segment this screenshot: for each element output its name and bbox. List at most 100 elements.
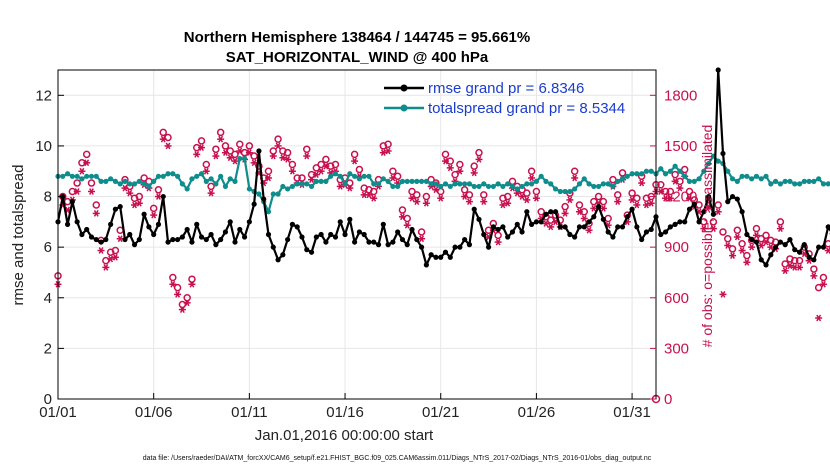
rmse-point xyxy=(787,237,792,242)
totalspread-point xyxy=(299,181,304,186)
totalspread-point xyxy=(352,174,357,179)
totalspread-point xyxy=(65,171,70,176)
rmse-point xyxy=(811,257,816,262)
totalspread-point xyxy=(610,184,615,189)
rmse-point xyxy=(285,237,290,242)
totalspread-point xyxy=(103,179,108,184)
rmse-point xyxy=(567,232,572,237)
totalspread-point xyxy=(271,191,276,196)
obs-possible-point xyxy=(84,151,90,157)
totalspread-point xyxy=(165,171,170,176)
totalspread-point xyxy=(472,184,477,189)
totalspread-point xyxy=(362,174,367,179)
rmse-point xyxy=(385,242,390,247)
rmse-point xyxy=(591,214,596,219)
rmse-point xyxy=(228,219,233,224)
totalspread-point xyxy=(414,179,419,184)
rmse-point xyxy=(185,227,190,232)
totalspread-point xyxy=(553,186,558,191)
rmse-point xyxy=(797,250,802,255)
totalspread-point xyxy=(505,181,510,186)
rmse-point xyxy=(362,232,367,237)
rmse-point xyxy=(462,237,467,242)
y-tick-label-right: 300 xyxy=(664,340,689,357)
totalspread-point xyxy=(529,181,534,186)
rmse-point xyxy=(773,245,778,250)
y-axis-label-right: # of obs: o=possible; ∗=assimilated xyxy=(699,125,715,348)
rmse-point xyxy=(720,151,725,156)
rmse-point xyxy=(352,239,357,244)
obs-assimilated-point xyxy=(528,175,535,181)
totalspread-point xyxy=(161,174,166,179)
totalspread-point xyxy=(213,181,218,186)
rmse-point xyxy=(582,224,587,229)
totalspread-point xyxy=(79,176,84,181)
obs-assimilated-point xyxy=(796,264,803,270)
totalspread-point xyxy=(730,176,735,181)
obs-possible-point xyxy=(251,153,257,159)
rmse-point xyxy=(218,237,223,242)
rmse-point xyxy=(491,224,496,229)
obs-assimilated-point xyxy=(126,190,133,196)
totalspread-point xyxy=(256,191,261,196)
obs-assimilated-point xyxy=(743,259,750,265)
obs-assimilated-point xyxy=(638,180,645,186)
totalspread-point xyxy=(577,181,582,186)
rmse-point xyxy=(232,239,237,244)
totalspread-point xyxy=(132,181,137,186)
rmse-point xyxy=(247,219,252,224)
totalspread-point xyxy=(419,179,424,184)
totalspread-point xyxy=(295,181,300,186)
totalspread-point xyxy=(821,181,826,186)
obs-assimilated-point xyxy=(423,200,430,206)
rmse-point xyxy=(826,224,830,229)
rmse-point xyxy=(572,234,577,239)
totalspread-point xyxy=(228,176,233,181)
rmse-point xyxy=(237,227,242,232)
rmse-point xyxy=(275,257,280,262)
y-tick-label-left: 6 xyxy=(44,239,52,256)
rmse-point xyxy=(175,237,180,242)
rmse-point xyxy=(677,219,682,224)
obs-possible-point xyxy=(443,151,449,157)
rmse-point xyxy=(524,209,529,214)
obs-assimilated-point xyxy=(303,153,310,159)
totalspread-point xyxy=(783,179,788,184)
totalspread-point xyxy=(543,179,548,184)
obs-assimilated-point xyxy=(475,156,482,162)
totalspread-point xyxy=(285,186,290,191)
obs-possible-point xyxy=(356,167,362,173)
totalspread-point xyxy=(142,181,147,186)
totalspread-point xyxy=(735,179,740,184)
rmse-point xyxy=(142,212,147,217)
totalspread-point xyxy=(151,179,156,184)
obs-possible-point xyxy=(524,190,530,196)
rmse-point xyxy=(400,237,405,242)
rmse-point xyxy=(194,222,199,227)
rmse-point xyxy=(668,224,673,229)
rmse-point xyxy=(409,227,414,232)
rmse-point xyxy=(103,237,108,242)
rmse-point xyxy=(625,214,630,219)
obs-possible-point xyxy=(476,150,482,156)
rmse-point xyxy=(744,232,749,237)
totalspread-point xyxy=(342,181,347,186)
totalspread-point xyxy=(586,181,591,186)
obs-assimilated-point xyxy=(275,143,282,149)
rmse-point xyxy=(586,219,591,224)
rmse-point xyxy=(429,252,434,257)
x-tick-label: 01/31 xyxy=(613,404,651,421)
totalspread-point xyxy=(519,184,524,189)
obs-assimilated-point xyxy=(719,291,726,297)
obs-possible-point xyxy=(390,168,396,174)
obs-possible-point xyxy=(265,168,271,174)
obs-possible-point xyxy=(529,168,535,174)
rmse-point xyxy=(419,245,424,250)
totalspread-point xyxy=(515,186,520,191)
rmse-point xyxy=(390,239,395,244)
rmse-point xyxy=(716,67,721,72)
y-tick-label-right: 1800 xyxy=(664,87,697,104)
rmse-point xyxy=(735,196,740,201)
rmse-point xyxy=(424,262,429,267)
totalspread-point xyxy=(328,174,333,179)
